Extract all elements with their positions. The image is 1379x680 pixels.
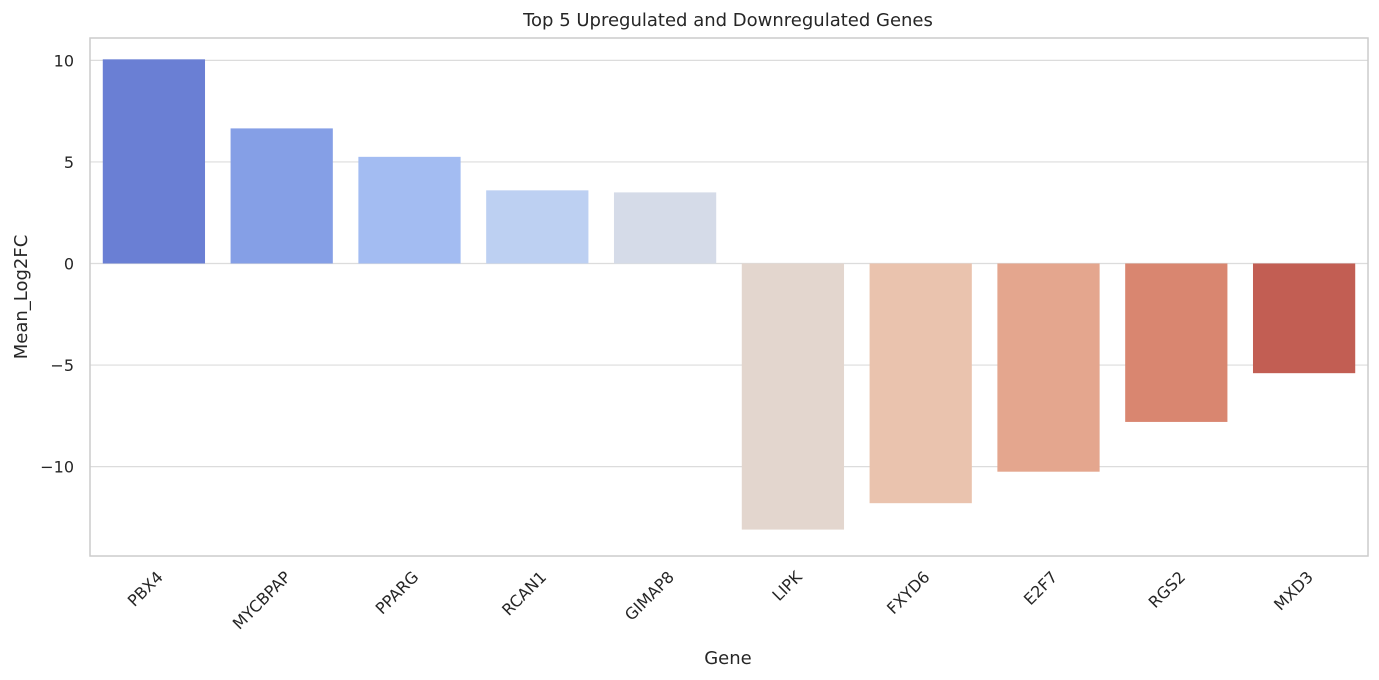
x-tick-label: RGS2 (1145, 567, 1189, 611)
bar-rgs2 (1125, 263, 1228, 422)
bar-e2f7 (997, 263, 1100, 472)
y-axis-label: Mean_Log2FC (11, 235, 32, 360)
bar-pbx4 (102, 59, 206, 264)
y-tick-label: 0 (64, 254, 74, 273)
y-tick-label: −10 (40, 458, 74, 477)
x-tick-label: PBX4 (124, 567, 167, 610)
chart-title: Top 5 Upregulated and Downregulated Gene… (522, 10, 933, 31)
bar-gimap8 (613, 192, 717, 264)
x-tick-label: GIMAP8 (621, 567, 678, 624)
x-tick-label: RCAN1 (498, 567, 550, 619)
x-tick-label: FXYD6 (883, 567, 934, 618)
x-tick-label: MXD3 (1270, 567, 1317, 614)
y-tick-label: 5 (64, 153, 74, 172)
x-tick-label: LIPK (768, 567, 806, 605)
x-tick-labels: PBX4 MYCBPAP PPARG RCAN1 GIMAP8 LIPK FXYD6 E2F7… (124, 567, 1317, 633)
bars (102, 59, 1356, 530)
bar-pparg (358, 156, 461, 264)
bar-rcan1 (486, 190, 589, 264)
y-tick-label: −5 (50, 356, 74, 375)
y-tick-labels: 10 5 0 −5 −10 (40, 51, 74, 476)
bar-mxd3 (1252, 263, 1356, 374)
y-tick-label: 10 (54, 51, 74, 70)
x-tick-label: E2F7 (1020, 567, 1061, 608)
plot-frame (89, 37, 1369, 557)
x-tick-label: MYCBPAP (229, 567, 295, 633)
bar-mycbpap (230, 128, 333, 264)
x-tick-label: PPARG (372, 567, 423, 618)
bar-fxyd6 (869, 263, 972, 504)
x-axis-label: Gene (704, 648, 752, 669)
bar-lipk (741, 263, 845, 530)
